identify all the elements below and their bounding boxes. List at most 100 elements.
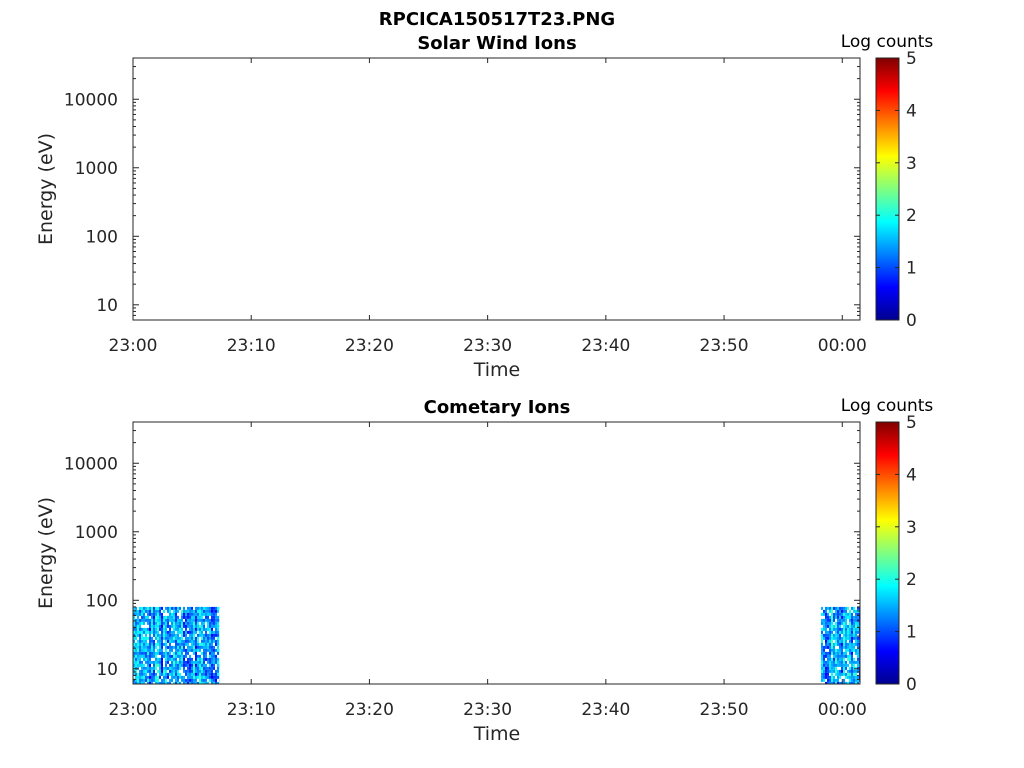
heatmap-cell	[149, 639, 151, 643]
heatmap-cell	[213, 606, 215, 610]
heatmap-cell	[199, 666, 201, 670]
heatmap-cell	[153, 675, 155, 679]
heatmap-cell	[209, 675, 211, 679]
heatmap-cell	[149, 657, 151, 661]
heatmap-cell	[137, 639, 139, 643]
heatmap-cell	[199, 648, 201, 652]
heatmap-cell	[201, 663, 203, 667]
heatmap-cell	[171, 624, 173, 628]
heatmap-cell	[163, 609, 165, 613]
heatmap-cell	[849, 669, 851, 673]
heatmap-cell	[157, 657, 159, 661]
heatmap-cell	[211, 618, 213, 622]
heatmap-cell	[171, 639, 173, 643]
heatmap-cell	[167, 672, 169, 676]
heatmap-cell	[149, 612, 151, 616]
heatmap-cell	[177, 660, 179, 664]
heatmap-cell	[211, 654, 213, 658]
heatmap-cell	[147, 645, 149, 649]
heatmap-cell	[851, 669, 853, 673]
heatmap-cell	[147, 666, 149, 670]
heatmap-cell	[185, 672, 187, 676]
heatmap-cell	[141, 654, 143, 658]
heatmap-cell	[155, 657, 157, 661]
heatmap-cell	[205, 636, 207, 640]
heatmap-cell	[153, 618, 155, 622]
heatmap-cell	[851, 660, 853, 664]
heatmap-cell	[165, 648, 167, 652]
heatmap-cell	[839, 651, 841, 655]
heatmap-cell	[181, 636, 183, 640]
heatmap-cell	[151, 609, 153, 613]
heatmap-cell	[167, 651, 169, 655]
heatmap-cell	[217, 648, 219, 652]
heatmap-cell	[183, 678, 185, 682]
heatmap-cell	[217, 630, 219, 634]
heatmap-cell	[161, 624, 163, 628]
heatmap-cell	[147, 630, 149, 634]
cometary-plot-frame	[132, 421, 861, 685]
heatmap-cell	[155, 642, 157, 646]
heatmap-cell	[155, 630, 157, 634]
heatmap-cell	[191, 648, 193, 652]
heatmap-cell	[827, 678, 829, 682]
heatmap-cell	[187, 618, 189, 622]
heatmap-cell	[207, 666, 209, 670]
heatmap-cell	[197, 663, 199, 667]
heatmap-cell	[205, 645, 207, 649]
heatmap-cell	[207, 672, 209, 676]
heatmap-cell	[175, 669, 177, 673]
heatmap-cell	[195, 678, 197, 682]
heatmap-cell	[845, 615, 847, 619]
heatmap-cell	[177, 606, 179, 610]
heatmap-cell	[189, 645, 191, 649]
heatmap-cell	[827, 657, 829, 661]
heatmap-cell	[175, 648, 177, 652]
heatmap-cell	[841, 606, 843, 610]
heatmap-cell	[177, 648, 179, 652]
heatmap-cell	[153, 606, 155, 610]
heatmap-cell	[161, 663, 163, 667]
heatmap-cell	[137, 648, 139, 652]
heatmap-cell	[173, 618, 175, 622]
heatmap-cell	[831, 648, 833, 652]
heatmap-cell	[843, 609, 845, 613]
heatmap-cell	[847, 633, 849, 637]
heatmap-cell	[191, 633, 193, 637]
heatmap-cell	[135, 672, 137, 676]
heatmap-cell	[149, 642, 151, 646]
heatmap-cell	[201, 657, 203, 661]
heatmap-cell	[853, 660, 855, 664]
heatmap-cell	[209, 645, 211, 649]
heatmap-cell	[209, 609, 211, 613]
heatmap-cell	[195, 606, 197, 610]
solar-wind-panel: Solar Wind Ions 23:00 23:10 23:20 23:30 23:4…	[35, 32, 933, 381]
heatmap-cell	[195, 663, 197, 667]
heatmap-cell	[137, 660, 139, 664]
heatmap-cell	[839, 657, 841, 661]
heatmap-cell	[195, 618, 197, 622]
heatmap-cell	[147, 669, 149, 673]
heatmap-cell	[137, 663, 139, 667]
heatmap-cell	[177, 627, 179, 631]
heatmap-cell	[835, 654, 837, 658]
heatmap-cell	[837, 639, 839, 643]
heatmap-cell	[197, 618, 199, 622]
heatmap-cell	[155, 615, 157, 619]
x-tick-label: 23:30	[463, 700, 512, 720]
heatmap-cell	[147, 681, 149, 684]
heatmap-cell	[201, 624, 203, 628]
heatmap-cell	[173, 660, 175, 664]
heatmap-cell	[821, 639, 823, 643]
heatmap-cell	[209, 618, 211, 622]
heatmap-cell	[851, 630, 853, 634]
heatmap-cell	[159, 672, 161, 676]
heatmap-cell	[203, 642, 205, 646]
heatmap-cell	[137, 651, 139, 655]
heatmap-cell	[157, 633, 159, 637]
heatmap-cell	[825, 672, 827, 676]
heatmap-cell	[205, 672, 207, 676]
heatmap-cell	[843, 672, 845, 676]
heatmap-cell	[831, 663, 833, 667]
heatmap-cell	[189, 606, 191, 610]
